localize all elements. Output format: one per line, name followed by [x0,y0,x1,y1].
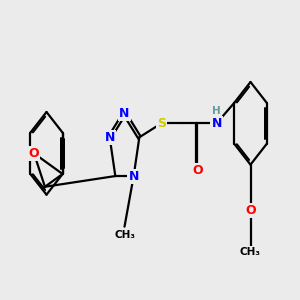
Text: S: S [157,117,166,130]
Text: CH₃: CH₃ [240,247,261,257]
Text: CH₃: CH₃ [114,230,135,240]
Text: N: N [119,107,130,120]
Text: H: H [212,106,221,116]
Text: O: O [29,147,39,160]
Text: O: O [192,164,203,176]
Text: O: O [245,203,256,217]
Text: N: N [104,131,115,144]
Text: N: N [128,169,139,182]
Text: N: N [212,117,222,130]
